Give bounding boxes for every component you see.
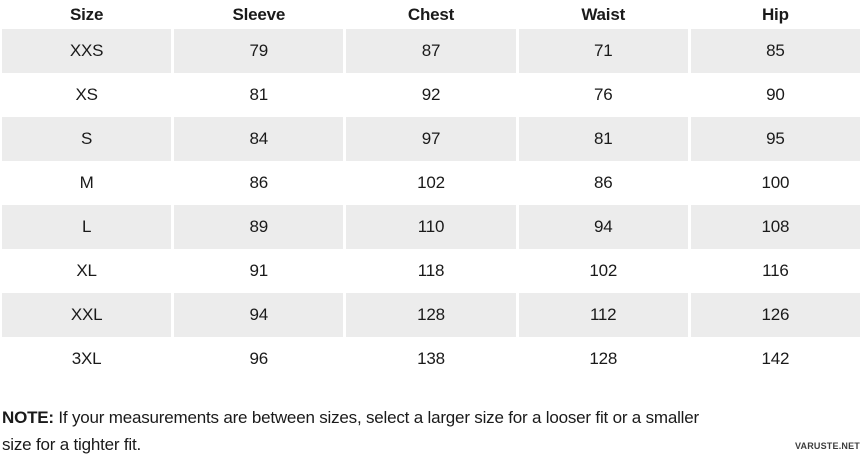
table-cell: 92 — [346, 73, 516, 117]
table-cell: 89 — [174, 205, 344, 249]
size-cell: S — [2, 117, 172, 161]
column-header: Hip — [690, 0, 860, 29]
table-row: M 86 102 86 100 — [2, 161, 860, 205]
table-cell: 86 — [174, 161, 344, 205]
table-cell: 126 — [690, 293, 860, 337]
table-cell: 81 — [518, 117, 688, 161]
size-cell: M — [2, 161, 172, 205]
size-cell: XL — [2, 249, 172, 293]
table-row: XXL 94 128 112 126 — [2, 293, 860, 337]
size-cell: XS — [2, 73, 172, 117]
note: NOTE: If your measurements are between s… — [2, 404, 822, 458]
size-table-body: XXS 79 87 71 85 XS 81 92 76 90 S 84 97 81 95 M 86 102 86 10… — [2, 29, 860, 381]
size-chart-table: Size Sleeve Chest Waist Hip XXS 79 87 71 85 XS 81 9… — [2, 0, 860, 381]
table-cell: 142 — [690, 337, 860, 381]
table-cell: 128 — [518, 337, 688, 381]
table-row: XL 91 118 102 116 — [2, 249, 860, 293]
table-cell: 94 — [518, 205, 688, 249]
table-cell: 97 — [346, 117, 516, 161]
table-cell: 87 — [346, 29, 516, 73]
table-cell: 95 — [690, 117, 860, 161]
table-cell: 90 — [690, 73, 860, 117]
size-cell: 3XL — [2, 337, 172, 381]
note-line-2: size for a tighter fit. — [2, 435, 142, 454]
table-cell: 91 — [174, 249, 344, 293]
table-cell: 71 — [518, 29, 688, 73]
note-text: If your measurements are between sizes, … — [53, 408, 699, 427]
size-cell: XXL — [2, 293, 172, 337]
table-cell: 138 — [346, 337, 516, 381]
table-cell: 102 — [518, 249, 688, 293]
size-cell: L — [2, 205, 172, 249]
column-header: Chest — [346, 0, 516, 29]
table-cell: 102 — [346, 161, 516, 205]
table-cell: 81 — [174, 73, 344, 117]
note-label: NOTE: — [2, 408, 54, 427]
table-cell: 100 — [690, 161, 860, 205]
column-header: Size — [2, 0, 172, 29]
table-row: 3XL 96 138 128 142 — [2, 337, 860, 381]
table-cell: 116 — [690, 249, 860, 293]
table-cell: 85 — [690, 29, 860, 73]
column-header: Waist — [518, 0, 688, 29]
table-cell: 86 — [518, 161, 688, 205]
table-cell: 112 — [518, 293, 688, 337]
table-cell: 76 — [518, 73, 688, 117]
table-row: XXS 79 87 71 85 — [2, 29, 860, 73]
note-line-1: NOTE: If your measurements are between s… — [2, 404, 822, 431]
table-row: S 84 97 81 95 — [2, 117, 860, 161]
column-header: Sleeve — [174, 0, 344, 29]
table-row: XS 81 92 76 90 — [2, 73, 860, 117]
table-row: L 89 110 94 108 — [2, 205, 860, 249]
table-cell: 84 — [174, 117, 344, 161]
watermark: VARUSTE.NET — [794, 441, 860, 451]
table-cell: 108 — [690, 205, 860, 249]
table-cell: 110 — [346, 205, 516, 249]
table-cell: 128 — [346, 293, 516, 337]
table-header-row: Size Sleeve Chest Waist Hip — [2, 0, 860, 29]
table-cell: 118 — [346, 249, 516, 293]
size-cell: XXS — [2, 29, 172, 73]
table-cell: 96 — [174, 337, 344, 381]
table-cell: 79 — [174, 29, 344, 73]
table-cell: 94 — [174, 293, 344, 337]
